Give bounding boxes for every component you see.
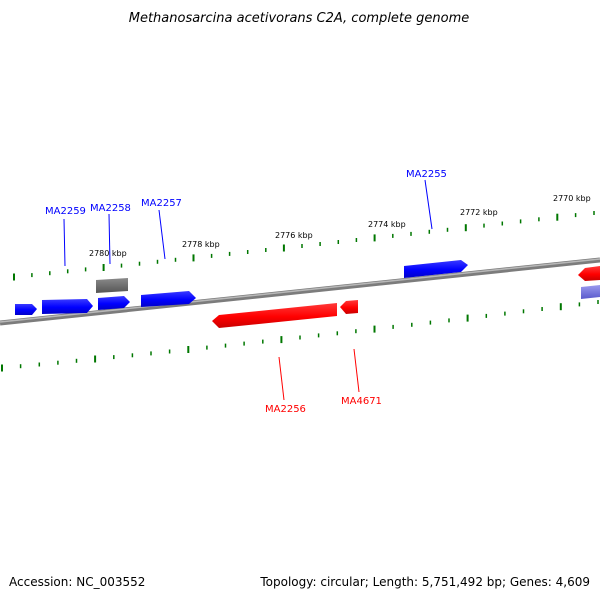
callout-line-MA2256 [278,356,285,401]
gene-blue-4-arrow[interactable] [141,291,196,307]
gene-edge-red-arrow[interactable] [578,266,600,281]
genome-backbone [0,257,600,326]
gene-MA2256-arrow[interactable] [212,303,337,328]
topology-text: Topology: circular; Length: 5,751,492 bp… [259,575,590,589]
scale-label-2772: 2772 kbp [460,208,498,217]
scale-ticks-upper [13,211,595,281]
genome-backbone-highlight [0,258,600,323]
map-title: Methanosarcina acetivorans C2A, complete… [129,11,470,26]
gene-MA2259-arrow[interactable] [15,304,37,315]
scale-label-2770: 2770 kbp [553,194,591,203]
gene-label-MA2259[interactable]: MA2259 [45,206,86,217]
gene-MA4671-arrow[interactable] [340,300,358,314]
scale-label-2776: 2776 kbp [275,231,313,240]
gene-MA2255-arrow[interactable] [404,260,468,278]
gene-label-MA4671[interactable]: MA4671 [341,396,382,407]
callout-line-MA2258 [108,213,111,265]
gene-label-MA2257[interactable]: MA2257 [141,198,182,209]
scale-label-2778: 2778 kbp [182,240,220,249]
scale-label-2780: 2780 kbp [89,249,127,258]
gene-MA2258-arrow[interactable] [42,299,93,314]
gene-label-MA2258[interactable]: MA2258 [90,203,131,214]
scale-ticks-lower [1,300,599,372]
callout-line-MA2259 [63,218,66,267]
gene-gray-block[interactable] [96,278,128,293]
callout-line-MA2257 [158,209,166,260]
scale-label-2774: 2774 kbp [368,220,406,229]
gene-edge-lavender-arrow[interactable] [581,285,600,299]
accession-text: Accession: NC_003552 [9,575,145,589]
callout-line-MA2255 [424,179,433,230]
gene-label-MA2255[interactable]: MA2255 [406,169,447,180]
gene-MA2257-arrow[interactable] [98,296,130,310]
gene-label-MA2256[interactable]: MA2256 [265,404,306,415]
callout-line-MA4671 [353,348,360,393]
